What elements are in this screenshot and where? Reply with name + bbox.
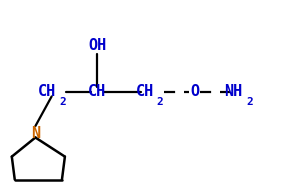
Text: O: O bbox=[190, 84, 199, 99]
Text: CH: CH bbox=[38, 84, 56, 99]
Text: CH: CH bbox=[88, 84, 106, 99]
Text: 2: 2 bbox=[246, 97, 253, 107]
Text: NH: NH bbox=[224, 84, 242, 99]
Text: 2: 2 bbox=[59, 97, 66, 107]
Text: N: N bbox=[31, 126, 40, 141]
Text: OH: OH bbox=[88, 38, 106, 53]
Text: 2: 2 bbox=[157, 97, 163, 107]
Text: CH: CH bbox=[135, 84, 154, 99]
